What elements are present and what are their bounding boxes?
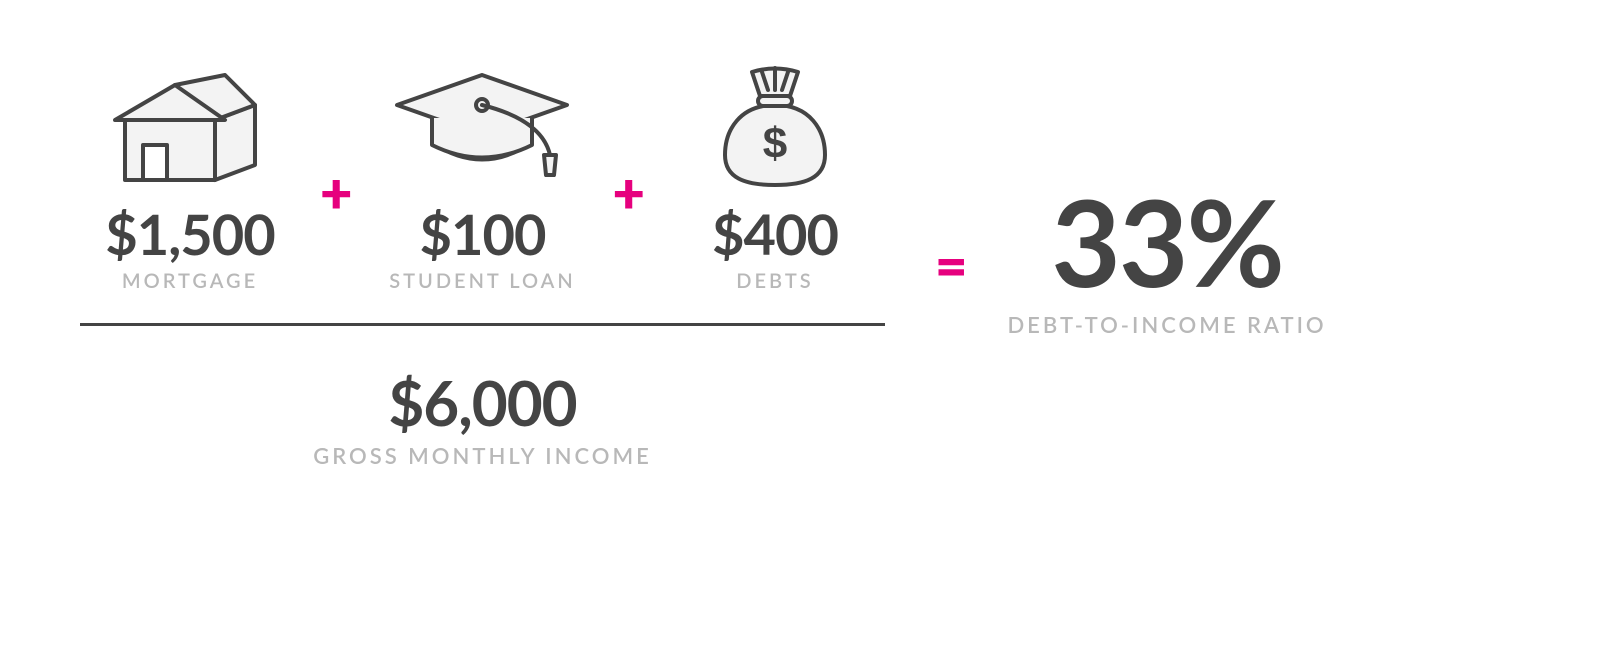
money-bag-icon: $ xyxy=(710,60,840,190)
mortgage-item: $1,500 MORTGAGE xyxy=(90,60,290,293)
debts-label: DEBTS xyxy=(736,269,813,293)
mortgage-label: MORTGAGE xyxy=(122,269,258,293)
mortgage-amount: $1,500 xyxy=(105,200,275,267)
income-amount: $6,000 xyxy=(388,366,576,440)
denominator: $6,000 GROSS MONTHLY INCOME xyxy=(313,326,652,469)
graduation-cap-icon xyxy=(382,60,582,190)
income-label: GROSS MONTHLY INCOME xyxy=(313,442,652,469)
student-loan-amount: $100 xyxy=(420,200,546,267)
student-loan-item: $100 STUDENT LOAN xyxy=(382,60,582,293)
student-loan-label: STUDENT LOAN xyxy=(389,269,576,293)
debts-amount: $400 xyxy=(712,200,838,267)
dti-infographic: $1,500 MORTGAGE + xyxy=(0,0,1600,658)
numerator: $1,500 MORTGAGE + xyxy=(80,60,885,323)
plus-operator: + xyxy=(612,164,644,220)
plus-operator: + xyxy=(320,164,352,220)
svg-text:$: $ xyxy=(763,119,787,168)
equals-operator: = xyxy=(935,237,967,293)
result-value: 33% xyxy=(1051,181,1283,301)
debts-item: $ $400 DEBTS xyxy=(675,60,875,293)
fraction: $1,500 MORTGAGE + xyxy=(80,60,885,469)
equation-row: $1,500 MORTGAGE + xyxy=(80,60,1520,469)
result-label: DEBT-TO-INCOME RATIO xyxy=(1007,311,1326,338)
result: 33% DEBT-TO-INCOME RATIO xyxy=(1007,181,1326,338)
house-icon xyxy=(105,60,275,190)
